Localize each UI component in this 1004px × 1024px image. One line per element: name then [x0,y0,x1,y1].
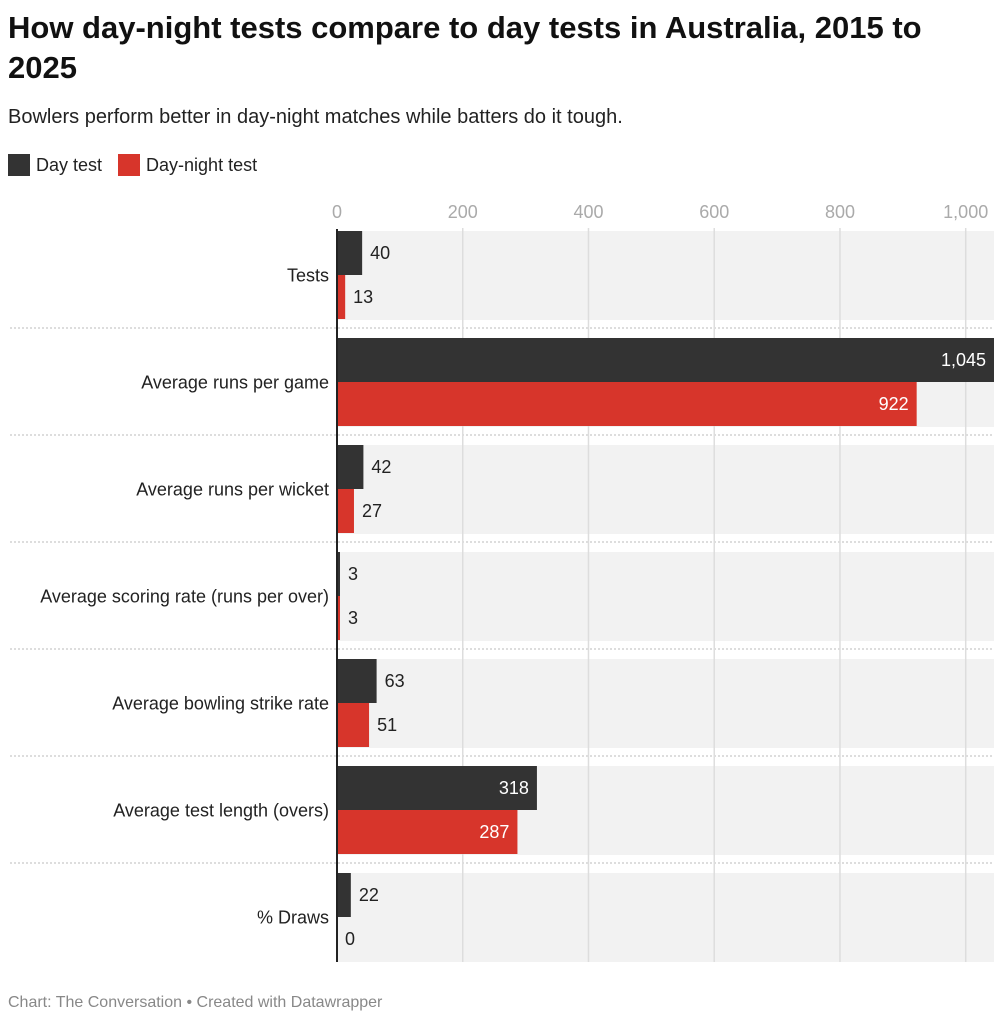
category-label: Average bowling strike rate [112,694,329,714]
x-tick-label: 200 [448,202,478,222]
row-background [337,552,994,641]
legend-swatch [118,154,141,176]
bar-day-night [337,810,518,854]
legend-swatch [8,154,30,176]
category-label: Average test length (overs) [113,801,329,821]
data-label: 287 [479,822,509,842]
bar-day [337,659,377,703]
legend: Day test Day-night test [8,154,257,176]
data-label: 3 [348,564,358,584]
legend-item-day-night: Day-night test [118,154,257,176]
legend-item-day: Day test [8,154,102,176]
data-label: 1,045 [941,350,986,370]
legend-label: Day-night test [146,154,258,175]
bar-day-night [337,596,340,640]
data-label: 13 [353,287,373,307]
x-tick-label: 1,000 [943,202,988,222]
bar-day [337,873,351,917]
chart-title: How day-night tests compare to day tests… [8,10,922,85]
data-label: 3 [348,608,358,628]
data-label: 63 [385,671,405,691]
data-label: 42 [371,457,391,477]
footer-credit: Chart: The Conversation • Created with D… [8,994,383,1011]
category-label: Tests [287,266,329,286]
data-label: 0 [345,929,355,949]
bar-day-night [337,382,917,426]
bar-day [337,766,537,810]
bar-day [337,231,363,275]
category-label: Average runs per game [141,373,329,393]
bar-day [337,338,994,382]
category-label: Average scoring rate (runs per over) [40,587,329,607]
chart-subtitle: Bowlers perform better in day-night matc… [8,106,623,128]
data-label: 40 [370,243,390,263]
row-background [337,231,994,320]
bar-day-night [337,275,346,319]
data-label: 51 [377,715,397,735]
row-background [337,659,994,748]
category-label: Average runs per wicket [136,480,329,500]
legend-label: Day test [36,154,103,175]
category-label: % Draws [257,908,329,928]
x-tick-label: 400 [573,202,603,222]
x-tick-label: 0 [332,202,342,222]
data-label: 22 [359,885,379,905]
data-label: 922 [879,394,909,414]
bar-day [337,445,364,489]
data-label: 27 [362,501,382,521]
data-label: 318 [499,778,529,798]
row-background [337,445,994,534]
bar-day-night [337,489,354,533]
bar-day [337,552,340,596]
x-tick-label: 600 [699,202,729,222]
row-background [337,873,994,962]
bar-day-night [337,703,370,747]
x-tick-label: 800 [825,202,855,222]
